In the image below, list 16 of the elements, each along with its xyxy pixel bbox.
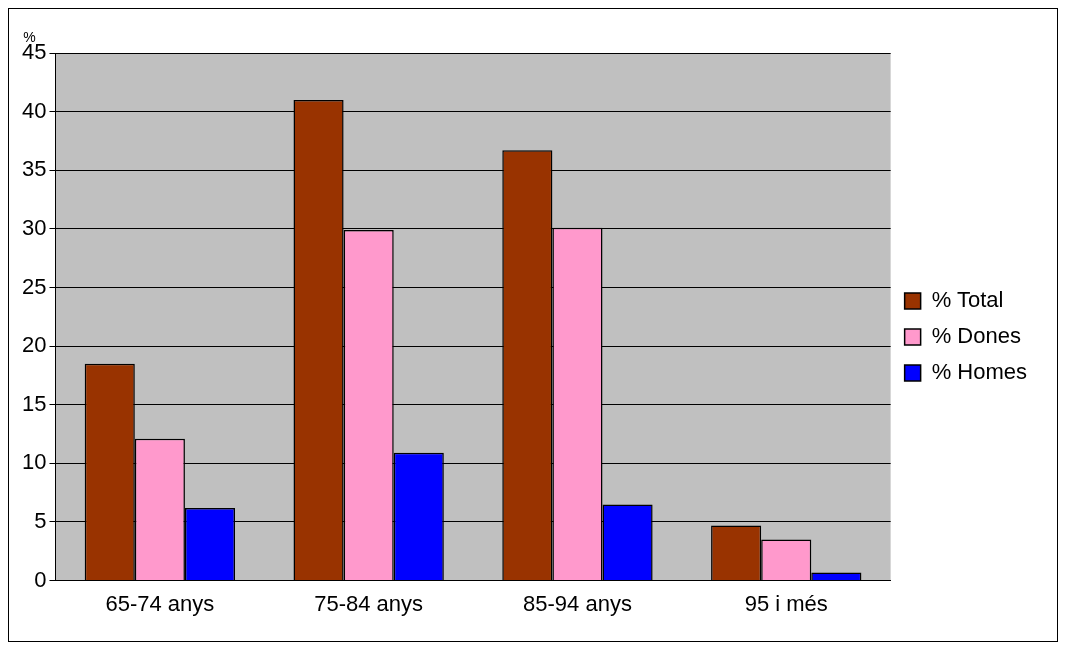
y-tick-label: 20	[21, 332, 47, 358]
x-tick-label: 65-74 anys	[105, 590, 215, 616]
legend-label: % Dones	[931, 323, 1021, 349]
y-tick-label: 30	[21, 214, 47, 240]
y-tick-label: 25	[21, 273, 47, 299]
x-tick-label: 95 i més	[744, 590, 828, 616]
x-tick-label: 75-84 anys	[314, 590, 424, 616]
y-tick-label: 15	[21, 390, 47, 416]
y-tick-label: 40	[21, 97, 47, 123]
y-tick-label: 10	[21, 449, 47, 475]
y-tick-label: 0	[34, 566, 47, 592]
legend-label: % Homes	[931, 359, 1027, 385]
y-tick-label: 35	[21, 156, 47, 182]
legend-label: % Total	[931, 287, 1004, 313]
x-tick-label: 85-94 anys	[523, 590, 632, 616]
y-tick-label: 5	[34, 508, 47, 534]
